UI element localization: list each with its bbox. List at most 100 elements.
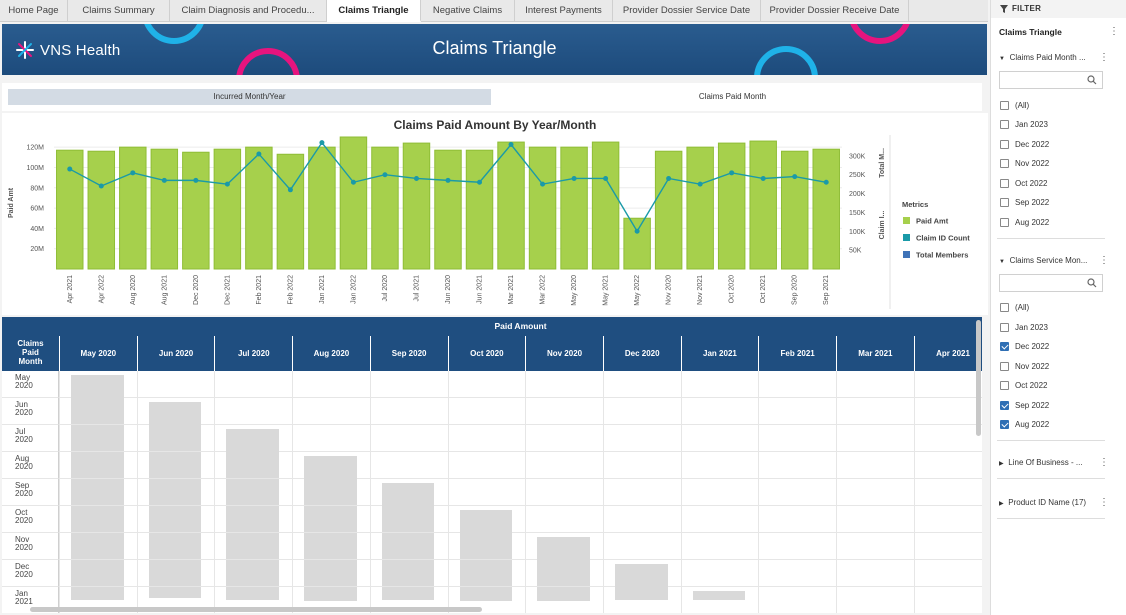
tab-interest-payments[interactable]: Interest Payments [515, 0, 613, 22]
caret-down-icon[interactable]: ▼ [999, 258, 1007, 265]
bar [560, 146, 588, 270]
column-header[interactable]: Jun 2020 [136, 336, 215, 371]
filter-section-menu-icon[interactable]: ⋮ [1099, 497, 1109, 508]
checkbox[interactable] [1000, 322, 1009, 332]
tab-negative-claims[interactable]: Negative Claims [421, 0, 515, 22]
line-point [98, 183, 104, 189]
filter-option[interactable]: Aug 2022 [1000, 420, 1049, 430]
bar [402, 142, 431, 270]
line-point [382, 172, 388, 178]
column-header[interactable]: Mar 2021 [836, 336, 914, 371]
x-tick-label: Sep 2021 [823, 275, 830, 305]
filter-option[interactable]: Nov 2022 [1000, 361, 1049, 371]
filter-option[interactable]: Jan 2023 [1000, 322, 1048, 332]
checkbox[interactable] [1000, 178, 1009, 188]
tab-claim-diagnosis-and-procedu[interactable]: Claim Diagnosis and Procedu... [170, 0, 327, 22]
toggle-claims-paid-month[interactable]: Claims Paid Month [698, 92, 767, 101]
table-row [59, 371, 982, 398]
filter-option[interactable]: Dec 2022 [1000, 139, 1049, 149]
column-header[interactable]: Oct 2020 [447, 336, 526, 371]
column-header[interactable]: Apr 2021 [913, 336, 982, 371]
column-header[interactable]: Sep 2020 [369, 336, 448, 371]
filter-option[interactable]: Aug 2022 [1000, 217, 1049, 227]
caret-right-icon[interactable]: ▶ [999, 501, 1006, 507]
caret-down-icon[interactable]: ▼ [999, 56, 1007, 62]
cell-bar [537, 537, 590, 601]
filter-section-header[interactable]: ▼ Claims Paid Month ... [999, 53, 1086, 62]
line-point [413, 175, 419, 181]
legend-swatch [903, 217, 910, 224]
filter-section-menu-icon[interactable]: ⋮ [1099, 254, 1109, 266]
filter-section-header[interactable]: ▶ Product ID Name (17) [999, 498, 1086, 507]
x-tick-label: Jan 2021 [319, 275, 326, 304]
checkbox[interactable] [1000, 361, 1009, 371]
checkbox[interactable] [1000, 159, 1009, 168]
filter-option[interactable]: Oct 2022 [1000, 178, 1047, 188]
checkbox-checked[interactable] [1000, 420, 1009, 429]
column-divider [214, 371, 216, 613]
table-row [59, 452, 982, 479]
column-header[interactable]: Jul 2020 [214, 336, 292, 371]
search-icon [1087, 75, 1097, 85]
table-corner-header: Claims Paid Month [2, 317, 59, 371]
tab-claims-summary[interactable]: Claims Summary [68, 0, 170, 22]
tab-provider-dossier-service-date[interactable]: Provider Dossier Service Date [613, 0, 761, 22]
checkbox[interactable] [1000, 139, 1009, 149]
column-header[interactable]: Dec 2020 [602, 336, 681, 371]
checkbox[interactable] [1000, 100, 1009, 110]
filter-section-menu-icon[interactable]: ⋮ [1099, 52, 1109, 63]
chart-title: Claims Paid Amount By Year/Month [394, 118, 597, 132]
x-tick-label: Sep 2020 [792, 275, 799, 305]
column-header[interactable]: May 2020 [59, 336, 137, 371]
filter-section-header[interactable]: ▼ Claims Service Mon... [999, 256, 1087, 265]
line-point [666, 175, 672, 181]
column-header[interactable]: Feb 2021 [758, 336, 836, 371]
filter-search-input[interactable] [999, 273, 1103, 292]
filter-section-header[interactable]: ▶ Line Of Business - ... [999, 458, 1083, 467]
table-vertical-scrollbar[interactable] [976, 320, 981, 436]
filter-search-input[interactable] [999, 71, 1103, 89]
tab-claims-triangle[interactable]: Claims Triangle [327, 0, 421, 22]
x-tick-label: Feb 2022 [287, 275, 294, 305]
filter-option[interactable]: (All) [1000, 303, 1029, 313]
column-header[interactable]: Jan 2021 [680, 336, 759, 371]
filter-option[interactable]: Jan 2023 [1000, 120, 1048, 130]
caret-right-icon[interactable]: ▶ [999, 461, 1006, 467]
filter-option[interactable]: Oct 2022 [1000, 381, 1047, 391]
search-icon [1087, 277, 1097, 287]
filter-option[interactable]: Dec 2022 [1000, 342, 1049, 352]
checkbox[interactable] [1000, 120, 1009, 129]
filter-section-menu-icon[interactable]: ⋮ [1099, 457, 1109, 468]
checkbox-checked[interactable] [1000, 400, 1009, 410]
tab-provider-dossier-receive-date[interactable]: Provider Dossier Receive Date [761, 0, 909, 22]
x-tick-label: Dec 2021 [224, 275, 231, 305]
filter-option-label: Jan 2023 [1015, 120, 1048, 129]
bar [528, 146, 557, 270]
column-divider [913, 371, 915, 613]
checkbox[interactable] [1000, 198, 1009, 207]
filter-option[interactable]: Sep 2022 [1000, 400, 1049, 410]
checkbox[interactable] [1000, 381, 1009, 390]
line-point [256, 151, 262, 157]
checkbox-checked[interactable] [1000, 342, 1009, 351]
bar [339, 136, 368, 270]
filter-option[interactable]: (All) [1000, 100, 1029, 110]
bar [686, 146, 714, 270]
filter-option-label: Nov 2022 [1015, 159, 1050, 168]
toggle-incurred-month-year[interactable]: Incurred Month/Year [8, 89, 491, 105]
table-horizontal-scrollbar[interactable] [30, 607, 482, 612]
column-header[interactable]: Nov 2020 [525, 336, 603, 371]
bar [213, 148, 242, 270]
bar [749, 140, 777, 270]
checkbox[interactable] [1000, 217, 1009, 227]
x-tick-label: Nov 2020 [666, 275, 673, 305]
checkbox[interactable] [1000, 303, 1009, 312]
filter-option[interactable]: Sep 2022 [1000, 198, 1049, 208]
filter-option[interactable]: Nov 2022 [1000, 159, 1049, 169]
filter-option-label: Dec 2022 [1015, 139, 1050, 149]
table-row [59, 506, 982, 533]
filter-option-label: Aug 2022 [1015, 420, 1050, 429]
column-header[interactable]: Aug 2020 [292, 336, 370, 371]
tab-home-page[interactable]: Home Page [0, 0, 68, 22]
filter-title-menu-icon[interactable]: ⋮ [1109, 26, 1119, 37]
